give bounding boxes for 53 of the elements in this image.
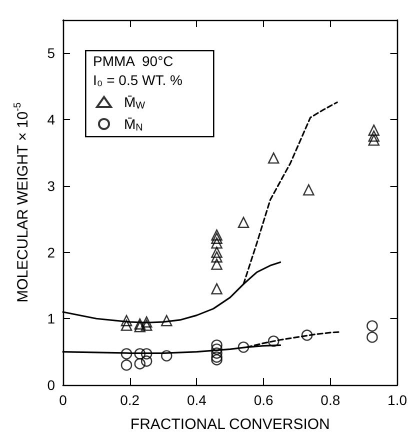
- x-tick-label: 0.2: [120, 392, 140, 408]
- point: [211, 237, 222, 249]
- legend-title: PMMA 90°C: [93, 53, 174, 69]
- point: [120, 320, 132, 331]
- x-tick-label: 0.6: [254, 392, 274, 408]
- point: [211, 354, 222, 366]
- point: [211, 283, 222, 294]
- y-tick-label: 4: [47, 112, 56, 128]
- point: [211, 229, 222, 241]
- point: [140, 320, 152, 331]
- y-tick-label: 0: [47, 377, 56, 393]
- x-axis-title: FRACTIONAL CONVERSION: [130, 416, 330, 433]
- point: [366, 332, 378, 343]
- point: [134, 318, 146, 330]
- point: [238, 216, 250, 228]
- point: [211, 348, 222, 359]
- point: [140, 348, 152, 360]
- y-tick-label: 1: [47, 310, 56, 327]
- x-tick-label: 0: [59, 392, 68, 408]
- point: [211, 344, 222, 355]
- point: [120, 314, 132, 326]
- point: [211, 258, 222, 270]
- point: [120, 359, 132, 371]
- point: [303, 184, 314, 196]
- point: [211, 232, 222, 244]
- y-tick-label: 2: [47, 244, 56, 260]
- point: [366, 320, 378, 332]
- point: [368, 124, 380, 136]
- y-tick-label: 5: [47, 45, 56, 62]
- point: [134, 358, 146, 370]
- point: [368, 134, 380, 146]
- y-tick-label: 3: [47, 178, 56, 194]
- point: [211, 340, 222, 351]
- point: [211, 251, 222, 263]
- x-tick-label: 1.0: [388, 392, 408, 408]
- annotation: I₀ = 0.5 WT. %: [93, 72, 182, 88]
- point: [160, 314, 172, 326]
- point: [238, 342, 250, 353]
- point: [140, 316, 152, 328]
- point: [120, 348, 132, 360]
- point: [268, 336, 280, 347]
- point: [301, 330, 313, 341]
- point: [211, 246, 222, 258]
- point: [160, 350, 172, 362]
- point: [368, 130, 380, 142]
- point: [140, 355, 152, 367]
- point: [134, 320, 146, 332]
- y-axis-title: MOLECULAR WEIGHT × 10-5: [12, 102, 32, 302]
- x-tick-label: 0.8: [320, 392, 340, 408]
- point: [134, 348, 146, 360]
- point: [268, 152, 280, 164]
- point: [211, 351, 222, 363]
- x-tick-label: 0.4: [186, 392, 207, 408]
